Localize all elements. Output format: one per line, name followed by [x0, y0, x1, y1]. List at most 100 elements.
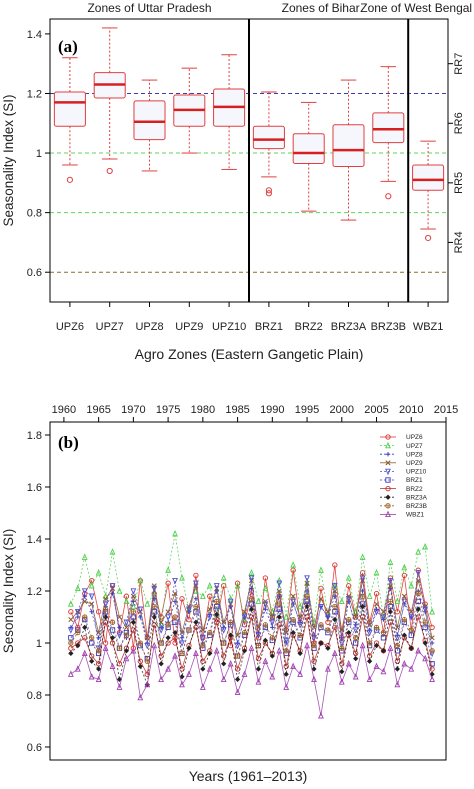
data-point — [276, 576, 283, 584]
x-tick-label-0: 1960 — [52, 404, 76, 416]
data-point — [359, 553, 366, 560]
data-point — [332, 603, 338, 610]
data-point — [339, 645, 345, 651]
data-point — [394, 680, 401, 688]
data-point — [179, 574, 185, 581]
y-axis-title: Sesonality Index (SI) — [1, 529, 16, 654]
marker-cross — [131, 609, 136, 614]
series-upz10 — [67, 570, 436, 658]
x-tick-label-9: 2005 — [364, 404, 388, 416]
x-tick-label-3: 1975 — [156, 404, 180, 416]
data-point — [241, 648, 248, 654]
plot-frame — [49, 421, 447, 761]
group-label-1: Zones of Bihar — [282, 1, 360, 15]
data-point — [339, 635, 344, 640]
data-point — [332, 616, 338, 623]
data-point — [68, 640, 74, 646]
marker-cross — [110, 620, 115, 625]
data-point — [95, 675, 102, 683]
marker-cross — [124, 633, 129, 638]
data-point — [359, 575, 366, 582]
data-point — [311, 675, 317, 683]
data-point — [338, 597, 345, 605]
data-point — [401, 632, 407, 638]
data-point — [193, 609, 199, 615]
data-point — [283, 613, 290, 620]
x-tick-label-7: 1995 — [295, 404, 319, 416]
data-point — [353, 650, 359, 657]
data-point — [144, 642, 151, 650]
data-point — [318, 585, 324, 592]
marker-cross — [242, 630, 247, 635]
y-tick-label-1: 0.8 — [27, 208, 42, 220]
data-point — [158, 627, 165, 634]
data-point — [408, 614, 415, 621]
data-point — [213, 647, 220, 654]
legend-label-0: UPZ6 — [406, 434, 423, 441]
data-point — [179, 640, 185, 647]
data-point — [276, 614, 282, 620]
data-point — [179, 666, 185, 672]
series-brz3a — [68, 603, 435, 688]
data-point — [276, 647, 283, 654]
data-point — [137, 693, 144, 701]
data-point — [401, 660, 408, 667]
data-point — [304, 614, 310, 620]
category-label-9: WBZ1 — [413, 321, 444, 333]
data-point — [151, 603, 157, 610]
data-point — [158, 675, 165, 683]
data-point — [346, 616, 352, 623]
marker-cross — [158, 640, 164, 646]
data-point — [269, 635, 275, 641]
legend-label-3: UPZ9 — [406, 460, 423, 467]
outlier-point — [106, 167, 113, 175]
marker-cross — [388, 599, 393, 604]
marker-cross — [228, 620, 233, 625]
marker-cross — [214, 599, 219, 604]
data-point — [401, 572, 407, 579]
data-point — [199, 683, 206, 690]
marker-cross — [339, 646, 344, 651]
outlier-point — [425, 234, 432, 242]
data-point — [262, 622, 269, 628]
data-point — [401, 593, 407, 599]
x-tick-label-11: 2015 — [434, 404, 458, 416]
series-line-brz3a — [70, 606, 433, 685]
data-point — [366, 675, 373, 683]
data-point — [172, 619, 178, 625]
data-point — [103, 596, 109, 602]
data-point — [96, 630, 102, 636]
data-point — [387, 598, 394, 605]
data-point — [172, 640, 178, 646]
marker-cross — [89, 635, 94, 640]
data-point — [82, 624, 88, 631]
data-point — [165, 665, 172, 672]
data-point — [262, 657, 269, 664]
data-point — [359, 593, 366, 599]
marker-cross — [221, 640, 226, 646]
data-point — [367, 622, 373, 628]
marker-cross — [284, 648, 289, 653]
marker-cross — [249, 596, 254, 601]
data-point — [116, 676, 123, 683]
data-point — [394, 658, 401, 664]
data-point — [68, 650, 74, 657]
data-point — [186, 606, 192, 613]
data-point — [88, 582, 95, 589]
legend-label-2: UPZ8 — [406, 451, 423, 458]
legend-marker-2 — [385, 452, 391, 457]
data-point — [373, 569, 380, 576]
data-point — [137, 663, 143, 670]
data-point — [359, 614, 366, 620]
marker-cross — [429, 648, 435, 653]
data-point — [75, 629, 81, 636]
marker-cross — [117, 646, 122, 651]
data-point — [158, 640, 164, 646]
data-point — [422, 654, 429, 662]
data-point — [109, 662, 116, 670]
data-point — [429, 635, 435, 641]
data-point — [116, 614, 123, 620]
legend-marker-5 — [385, 477, 391, 483]
data-point — [192, 580, 199, 587]
data-point — [75, 642, 81, 649]
